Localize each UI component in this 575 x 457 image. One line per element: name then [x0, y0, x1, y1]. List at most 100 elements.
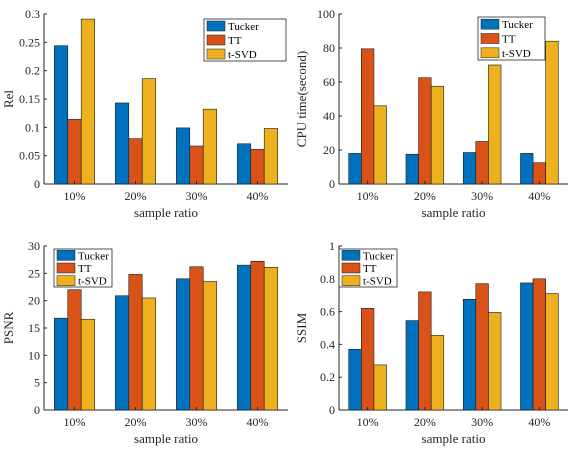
bar-tsvd-3 — [545, 40, 559, 185]
legend-label: TT — [363, 263, 377, 275]
legend-label: TT — [228, 35, 242, 47]
bar-tsvd-1 — [141, 297, 156, 411]
bar-tsvd-2 — [202, 281, 217, 411]
bar-tt-0 — [361, 48, 375, 185]
bar-tucker-1 — [405, 320, 419, 411]
bar-tucker-1 — [405, 153, 419, 185]
bar-tucker-1 — [115, 295, 130, 411]
bar-tt-2 — [475, 283, 489, 411]
x-tick-label: 30% — [186, 415, 208, 429]
y-tick-label: 0.05 — [19, 149, 40, 163]
bar-tt-0 — [67, 289, 82, 411]
bar-tt-2 — [189, 145, 204, 185]
bar-tsvd-0 — [80, 18, 95, 185]
bar-tsvd-2 — [202, 108, 217, 185]
bar-tsvd-2 — [488, 312, 502, 411]
y-tick-label: 20 — [323, 143, 335, 157]
y-tick-label: 0.15 — [19, 92, 40, 106]
bar-tucker-0 — [54, 45, 69, 185]
legend-swatch-tt — [480, 33, 500, 44]
legend-swatch-tsvd — [480, 47, 500, 59]
x-axis-label: sample ratio — [422, 205, 486, 220]
bar-tt-0 — [361, 308, 375, 411]
chart-panel-4: 0 0.2 0.4 0.6 0.8 1 10% 20% 30% 40% sample ratio SS… — [294, 239, 568, 446]
y-axis-label: CPU time(second) — [294, 51, 309, 147]
x-tick-label: 20% — [414, 189, 436, 203]
legend-label: Tucker — [502, 19, 533, 31]
legend-swatch-tt — [56, 262, 76, 274]
x-axis-label: sample ratio — [422, 431, 486, 446]
legend-swatch-tucker — [206, 20, 226, 32]
legend-label: t-SVD — [228, 49, 257, 61]
legend-label: TT — [502, 34, 516, 46]
legend: Tucker TT t-SVD — [203, 18, 287, 62]
y-tick-label: 80 — [323, 41, 335, 55]
x-tick-label: 30% — [471, 189, 493, 203]
bar-tt-1 — [418, 77, 432, 185]
x-tick-label: 20% — [414, 415, 436, 429]
x-tick-label: 30% — [186, 189, 208, 203]
y-tick-label: 5 — [34, 376, 40, 390]
y-tick-label: 0.25 — [19, 35, 40, 49]
y-axis-label: SSIM — [294, 312, 309, 343]
legend-swatch-tucker — [480, 18, 500, 30]
legend-swatch-tsvd — [56, 275, 76, 286]
bar-tsvd-3 — [263, 267, 278, 411]
legend-swatch-tt — [341, 262, 361, 274]
y-tick-label: 0.6 — [320, 305, 335, 319]
chart-panel-2: 0 20 40 60 80 100 10% 20% 30% 40% sample ratio CPU … — [294, 7, 568, 220]
y-tick-label: 0.4 — [320, 337, 335, 351]
bar-tucker-0 — [54, 317, 69, 411]
legend-label: TT — [78, 263, 92, 275]
y-tick-label: 0 — [34, 177, 40, 191]
x-tick-label: 20% — [125, 189, 147, 203]
x-tick-label: 20% — [125, 415, 147, 429]
legend-swatch-tt — [206, 34, 226, 46]
y-tick-label: 25 — [28, 266, 40, 280]
bar-tt-1 — [128, 274, 143, 411]
bar-tsvd-3 — [545, 293, 559, 411]
bar-tucker-1 — [115, 102, 130, 185]
legend-swatch-tsvd — [341, 275, 361, 286]
bar-tucker-0 — [348, 153, 362, 185]
bar-tt-3 — [250, 261, 265, 411]
bar-tt-3 — [532, 278, 546, 411]
bar-tucker-2 — [462, 152, 477, 185]
y-tick-label: 60 — [323, 75, 335, 89]
x-tick-label: 10% — [357, 189, 379, 203]
y-tick-label: 100 — [317, 7, 335, 21]
bar-tsvd-0 — [373, 105, 387, 185]
x-tick-label: 30% — [471, 415, 493, 429]
legend-label: Tucker — [78, 250, 109, 262]
x-axis-label: sample ratio — [134, 431, 198, 446]
bar-tt-2 — [189, 266, 204, 411]
legend-swatch-tucker — [341, 250, 361, 261]
bar-tucker-2 — [176, 127, 191, 185]
x-tick-label: 40% — [528, 415, 550, 429]
bar-tt-3 — [250, 149, 265, 185]
x-tick-label: 10% — [64, 189, 86, 203]
x-tick-label: 40% — [247, 189, 269, 203]
bar-tt-2 — [475, 141, 489, 185]
legend-label: t-SVD — [363, 276, 392, 288]
bar-tsvd-1 — [141, 78, 156, 185]
legend-label: Tucker — [228, 21, 259, 33]
bar-tt-1 — [418, 291, 432, 411]
y-axis-label: Rel — [1, 90, 16, 108]
y-axis-label: PSNR — [1, 311, 16, 344]
legend-swatch-tucker — [56, 250, 76, 261]
legend-label: t-SVD — [78, 276, 107, 288]
y-tick-label: 0 — [329, 177, 335, 191]
chart-panel-3: 0 5 10 15 20 25 30 10% 20% 30% 40% sample ratio PSNR… — [1, 239, 288, 446]
x-tick-label: 10% — [357, 415, 379, 429]
bar-tt-1 — [128, 138, 143, 185]
legend: Tucker TT t-SVD — [477, 16, 546, 61]
x-tick-label: 10% — [64, 415, 86, 429]
bar-tucker-3 — [237, 264, 252, 411]
x-tick-label: 40% — [528, 189, 550, 203]
y-tick-label: 0.1 — [25, 120, 40, 134]
bar-tt-3 — [532, 162, 546, 185]
bar-tucker-3 — [237, 143, 252, 185]
bar-tsvd-1 — [430, 85, 445, 185]
